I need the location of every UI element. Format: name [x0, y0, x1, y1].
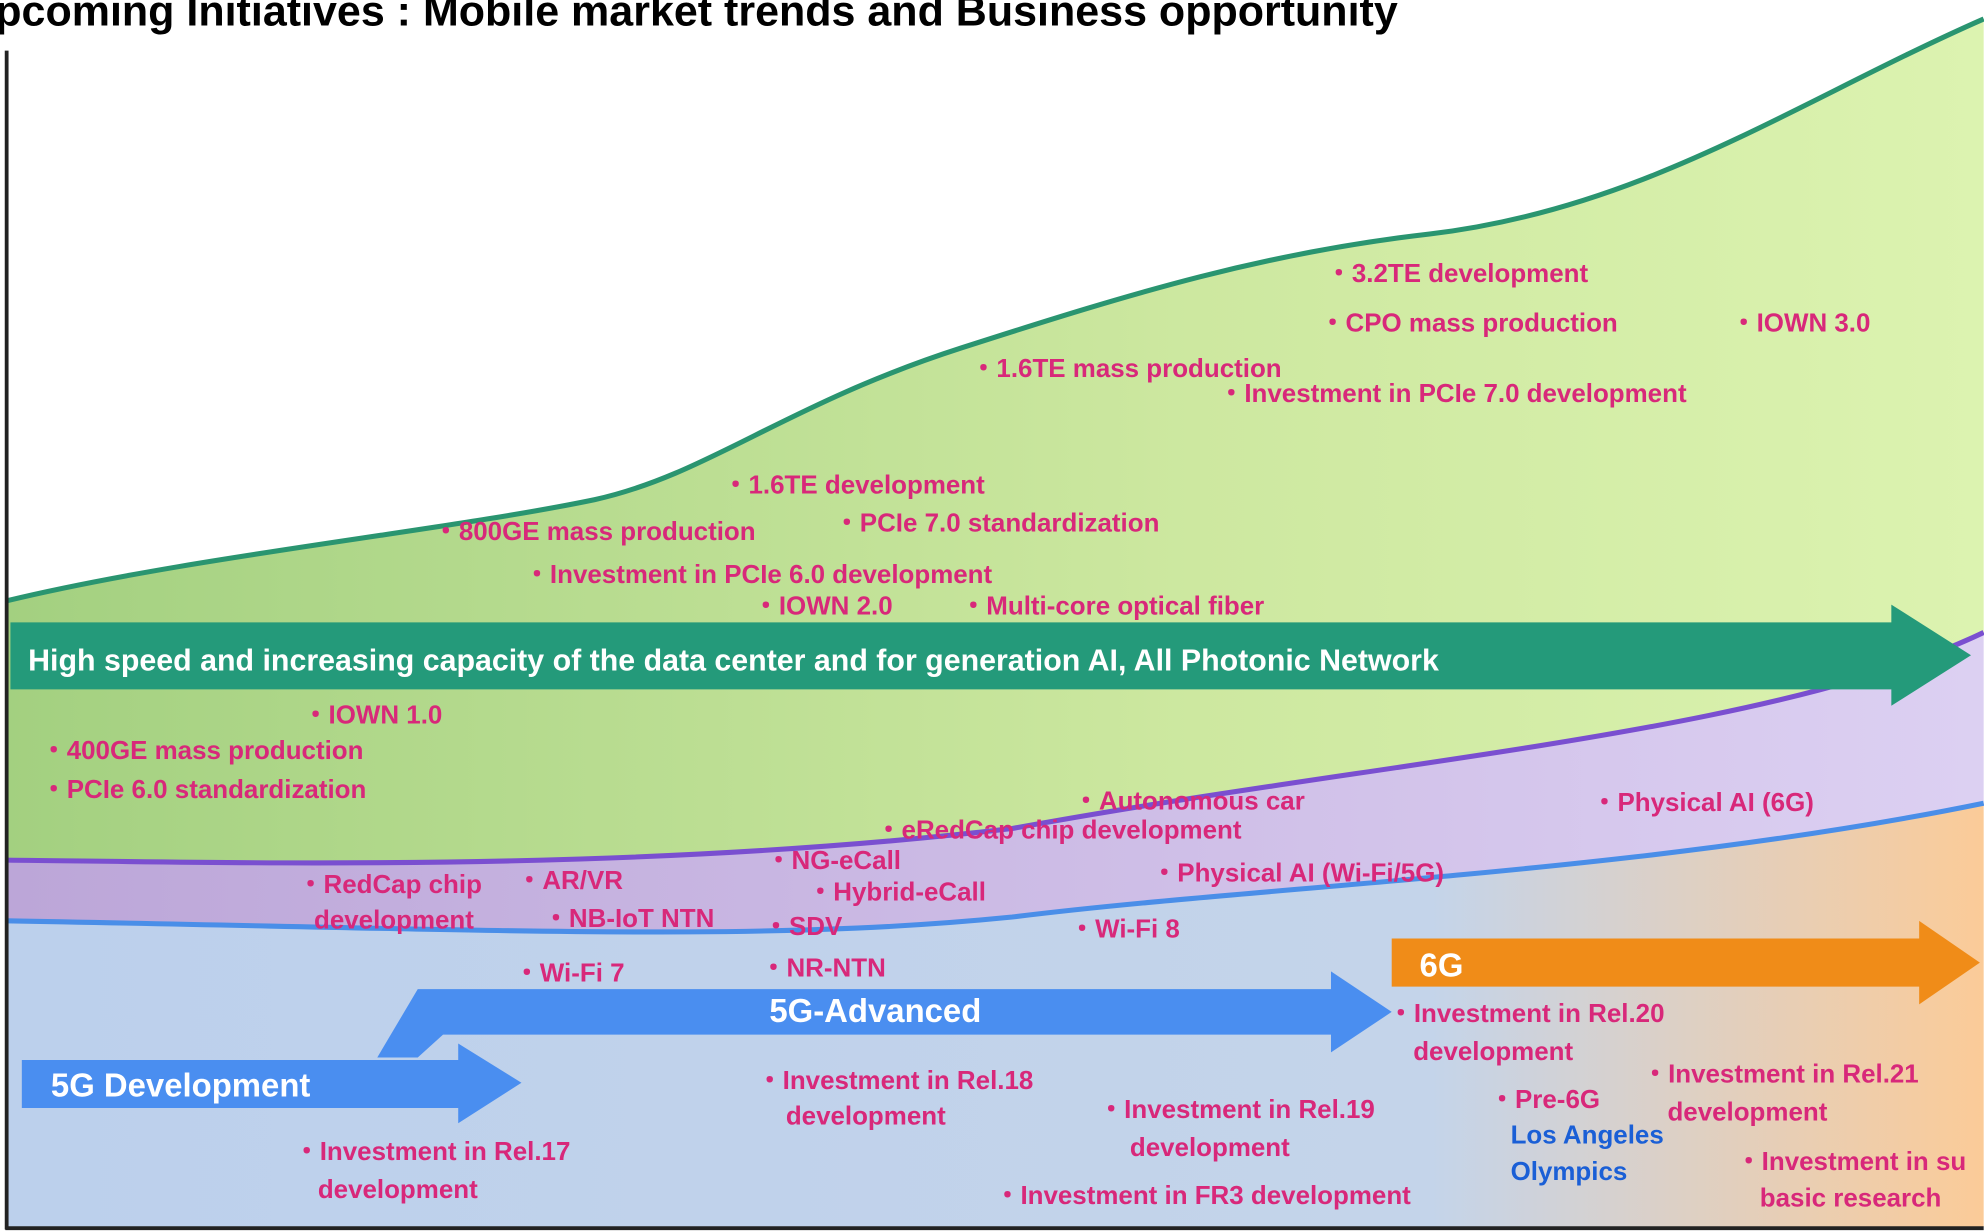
item-label: ・IOWN 2.0	[753, 593, 893, 621]
item-label: ・Physical AI (Wi-Fi/5G)	[1151, 860, 1444, 888]
item-label: ・Investment in Rel.21	[1642, 1061, 1919, 1089]
item-label: ・Investment in Rel.19	[1098, 1096, 1375, 1124]
item-label: development	[318, 1176, 478, 1204]
item-label: ・Wi-Fi 8	[1069, 915, 1180, 943]
item-label: ・RedCap chip	[298, 871, 482, 899]
item-label: ・NR-NTN	[761, 954, 886, 982]
item-label: ・Physical AI (6G)	[1592, 789, 1814, 817]
item-label: ・Investment in su	[1736, 1148, 1966, 1176]
item-label: ・PCIe 6.0 standardization	[41, 776, 367, 804]
5g-advanced-arrow	[377, 971, 1392, 1058]
item-label: development	[786, 1102, 946, 1130]
item-label: ・IOWN 3.0	[1731, 309, 1871, 337]
item-label: ・Autonomous car	[1073, 788, 1305, 816]
item-label: ・Pre-6G	[1489, 1086, 1600, 1114]
arrow-label: 5G Development	[51, 1067, 310, 1104]
item-label: ・Hybrid-eCall	[807, 879, 986, 907]
item-label: ・IOWN 1.0	[303, 702, 443, 730]
item-label: ・CPO mass production	[1320, 309, 1618, 337]
item-label: ・NG-eCall	[766, 847, 901, 875]
item-label: ・800GE mass production	[433, 518, 756, 546]
item-label: ・eRedCap chip development	[876, 817, 1242, 845]
5g-arrow	[21, 1043, 522, 1124]
item-label: ・AR/VR	[516, 867, 623, 895]
data-center-arrow	[10, 604, 1972, 706]
item-label: ・400GE mass production	[41, 737, 364, 765]
arrow-label: High speed and increasing capacity of th…	[28, 644, 1439, 677]
green-curve	[6, 16, 1984, 604]
item-label: ・SDV	[763, 913, 843, 941]
item-label: ・Investment in PCIe 7.0 development	[1218, 380, 1687, 408]
item-label: ・PCIe 7.0 standardization	[834, 509, 1160, 537]
item-label: ・1.6TE development	[723, 471, 986, 499]
item-label: development	[1413, 1038, 1573, 1066]
item-label: ・Investment in Rel.17	[294, 1138, 571, 1166]
item-label: ・NB-IoT NTN	[543, 905, 714, 933]
item-label: development	[1130, 1134, 1290, 1162]
item-label: Los Angeles	[1511, 1121, 1664, 1149]
arrow-label: 5G-Advanced	[769, 992, 981, 1029]
item-label: ・Investment in Rel.18	[757, 1067, 1034, 1095]
blue-curve	[6, 800, 1984, 935]
6g-arrow	[1391, 920, 1980, 1005]
purple-area	[6, 632, 1984, 932]
item-label: ・1.6TE mass production	[970, 355, 1281, 383]
item-label: development	[314, 906, 474, 934]
item-label: Olympics	[1511, 1158, 1628, 1186]
arrow-label: 6G	[1420, 946, 1464, 983]
item-label: ・Wi-Fi 7	[514, 960, 625, 988]
title: pcoming Initiatives : Mobile market tren…	[0, 0, 1398, 35]
item-label: ・Investment in PCIe 6.0 development	[524, 561, 993, 589]
item-label: basic research	[1760, 1185, 1942, 1213]
item-label: ・Multi-core optical fiber	[960, 593, 1264, 621]
purple-curve	[6, 630, 1984, 866]
item-label: development	[1667, 1099, 1827, 1127]
item-label: ・Investment in Rel.20	[1388, 1000, 1665, 1028]
item-label: ・3.2TE development	[1326, 260, 1589, 288]
item-label: ・Investment in FR3 development	[995, 1182, 1412, 1210]
